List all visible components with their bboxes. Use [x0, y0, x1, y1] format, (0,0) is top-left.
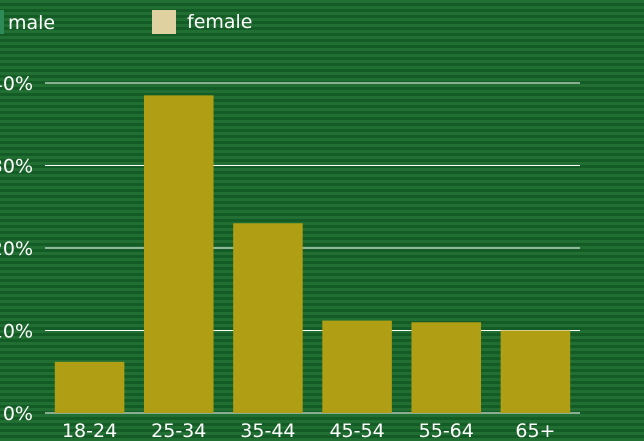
x-tick-label: 18-24 — [62, 420, 117, 441]
y-axis-ticks: 0% 10% 20% 30% 40% — [0, 73, 33, 425]
bars — [54, 95, 571, 413]
x-tick-label: 65+ — [515, 420, 555, 441]
x-tick-label: 35-44 — [240, 420, 295, 441]
x-tick-label: 55-64 — [419, 420, 474, 441]
bar-25-34 — [143, 95, 214, 413]
bar-45-54 — [322, 320, 392, 413]
bar-18-24 — [54, 361, 125, 413]
x-tick-label: 25-34 — [151, 420, 206, 441]
y-tick-label: 0% — [3, 403, 33, 425]
legend-swatch-female — [152, 10, 176, 34]
x-tick-label: 45-54 — [329, 420, 384, 441]
y-tick-label: 40% — [0, 73, 33, 95]
bar-35-44 — [233, 223, 303, 413]
gridlines — [45, 82, 580, 414]
legend-swatch-male — [0, 10, 4, 34]
y-tick-label: 30% — [0, 156, 33, 178]
y-tick-label: 20% — [0, 238, 33, 260]
legend-label-male: male — [8, 12, 55, 34]
legend: male female — [0, 10, 253, 34]
x-axis-ticks: 18-24 25-34 35-44 45-54 55-64 65+ — [62, 420, 555, 441]
legend-label-female: female — [187, 11, 253, 33]
bar-55-64 — [411, 322, 482, 413]
bar-65+ — [500, 330, 571, 413]
y-tick-label: 10% — [0, 321, 33, 343]
